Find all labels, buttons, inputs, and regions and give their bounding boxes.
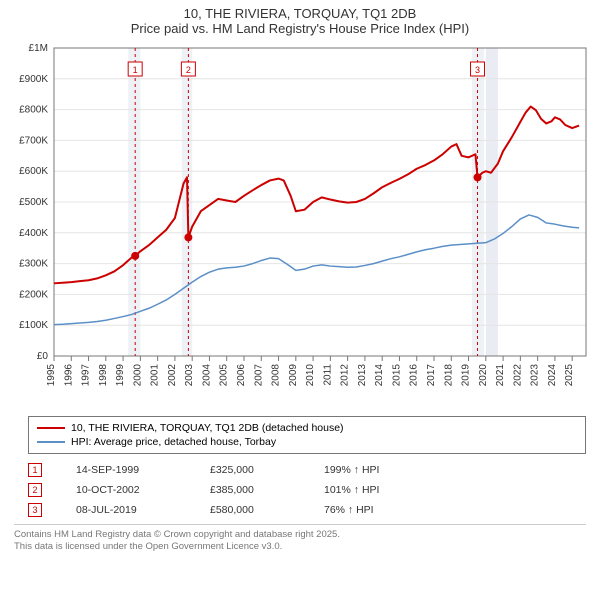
- svg-text:£400K: £400K: [19, 228, 48, 239]
- svg-text:2010: 2010: [305, 364, 316, 387]
- svg-text:2018: 2018: [443, 364, 454, 387]
- legend-row: HPI: Average price, detached house, Torb…: [37, 435, 577, 449]
- svg-text:£300K: £300K: [19, 259, 48, 270]
- event-hpi: 76% ↑ HPI: [324, 504, 424, 516]
- legend-row: 10, THE RIVIERA, TORQUAY, TQ1 2DB (detac…: [37, 421, 577, 435]
- svg-text:1997: 1997: [81, 364, 92, 387]
- legend-swatch: [37, 441, 65, 443]
- legend-label: HPI: Average price, detached house, Torb…: [71, 436, 276, 448]
- event-row: 3 08-JUL-2019 £580,000 76% ↑ HPI: [28, 500, 586, 520]
- svg-text:1999: 1999: [115, 364, 126, 387]
- svg-text:3: 3: [475, 65, 480, 75]
- svg-text:2001: 2001: [150, 364, 161, 387]
- event-row: 1 14-SEP-1999 £325,000 199% ↑ HPI: [28, 460, 586, 480]
- legend-swatch: [37, 427, 65, 429]
- event-hpi: 199% ↑ HPI: [324, 464, 424, 476]
- event-table: 1 14-SEP-1999 £325,000 199% ↑ HPI 2 10-OCT-20…: [28, 460, 586, 520]
- svg-text:2006: 2006: [236, 364, 247, 387]
- svg-text:2007: 2007: [253, 364, 264, 387]
- line-chart: £0 £100K £200K £300K £400K £500K £600K £700K £80…: [0, 38, 600, 408]
- svg-text:2002: 2002: [167, 364, 178, 387]
- svg-text:1998: 1998: [98, 364, 109, 387]
- footer-line-1: Contains HM Land Registry data © Crown c…: [14, 529, 586, 541]
- svg-text:2015: 2015: [391, 364, 402, 387]
- svg-text:2023: 2023: [530, 364, 541, 387]
- svg-text:2: 2: [186, 65, 191, 75]
- footer-line-2: This data is licensed under the Open Gov…: [14, 541, 586, 553]
- svg-text:£700K: £700K: [19, 135, 48, 146]
- legend: 10, THE RIVIERA, TORQUAY, TQ1 2DB (detac…: [28, 416, 586, 454]
- event-marker: 2: [28, 483, 42, 497]
- svg-text:£600K: £600K: [19, 166, 48, 177]
- chart-container: { "title_line1": "10, THE RIVIERA, TORQU…: [0, 0, 600, 554]
- svg-text:1995: 1995: [46, 364, 57, 387]
- svg-text:2003: 2003: [184, 364, 195, 387]
- event-date: 14-SEP-1999: [76, 464, 176, 476]
- svg-text:2009: 2009: [288, 364, 299, 387]
- svg-text:2008: 2008: [271, 364, 282, 387]
- title-line-2: Price paid vs. HM Land Registry's House …: [0, 21, 600, 36]
- event-price: £580,000: [210, 504, 290, 516]
- svg-text:£100K: £100K: [19, 320, 48, 331]
- svg-text:2012: 2012: [340, 364, 351, 387]
- event-date: 10-OCT-2002: [76, 484, 176, 496]
- legend-label: 10, THE RIVIERA, TORQUAY, TQ1 2DB (detac…: [71, 422, 344, 434]
- svg-text:£900K: £900K: [19, 74, 48, 85]
- svg-text:1996: 1996: [63, 364, 74, 387]
- svg-text:£800K: £800K: [19, 105, 48, 116]
- title-line-1: 10, THE RIVIERA, TORQUAY, TQ1 2DB: [0, 6, 600, 21]
- svg-text:£1M: £1M: [29, 43, 48, 54]
- svg-text:£500K: £500K: [19, 197, 48, 208]
- svg-text:2011: 2011: [322, 364, 333, 386]
- svg-text:1: 1: [133, 65, 138, 75]
- svg-text:2024: 2024: [547, 364, 558, 387]
- event-marker: 1: [28, 463, 42, 477]
- chart-title: 10, THE RIVIERA, TORQUAY, TQ1 2DB Price …: [0, 0, 600, 38]
- svg-text:£200K: £200K: [19, 289, 48, 300]
- event-date: 08-JUL-2019: [76, 504, 176, 516]
- svg-text:2014: 2014: [374, 364, 385, 387]
- svg-text:£0: £0: [37, 351, 49, 362]
- event-marker: 3: [28, 503, 42, 517]
- event-row: 2 10-OCT-2002 £385,000 101% ↑ HPI: [28, 480, 586, 500]
- chart-svg: £0 £100K £200K £300K £400K £500K £600K £700K £80…: [0, 38, 600, 408]
- svg-text:2020: 2020: [478, 364, 489, 387]
- svg-text:2000: 2000: [132, 364, 143, 387]
- svg-text:2022: 2022: [512, 364, 523, 387]
- svg-text:2025: 2025: [564, 364, 575, 387]
- svg-text:2021: 2021: [495, 364, 506, 387]
- event-price: £385,000: [210, 484, 290, 496]
- svg-text:2004: 2004: [201, 364, 212, 387]
- event-hpi: 101% ↑ HPI: [324, 484, 424, 496]
- svg-text:2013: 2013: [357, 364, 368, 387]
- svg-text:2017: 2017: [426, 364, 437, 387]
- svg-text:2016: 2016: [409, 364, 420, 387]
- event-price: £325,000: [210, 464, 290, 476]
- footer-attribution: Contains HM Land Registry data © Crown c…: [14, 524, 586, 554]
- svg-text:2005: 2005: [219, 364, 230, 387]
- svg-text:2019: 2019: [461, 364, 472, 387]
